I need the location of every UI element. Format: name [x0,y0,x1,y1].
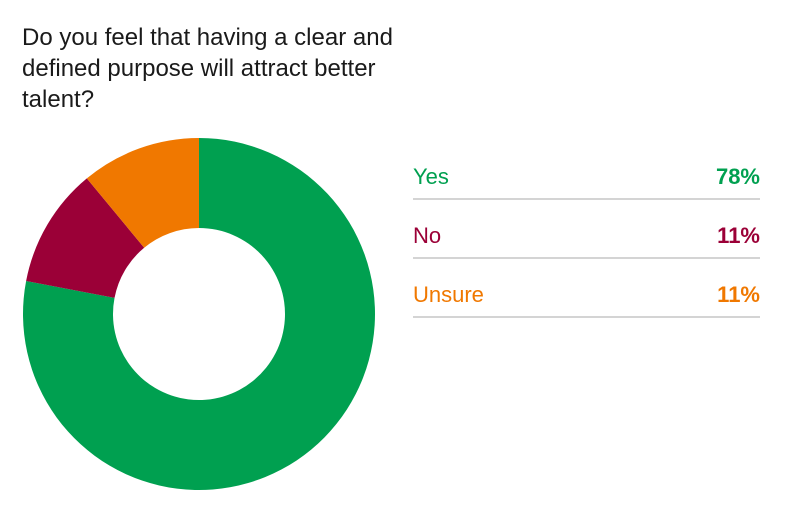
value-label: 11% [717,282,760,307]
slice [23,138,376,490]
legend-label: No [413,223,441,248]
chart-title: Do you feel that having a clear and defi… [22,24,393,113]
value-label: 11% [717,223,760,248]
slice [26,178,145,298]
slice [86,138,199,248]
legend-label: Yes [413,164,449,189]
legend-label: Unsure [413,282,484,307]
value-label: 78% [716,164,760,189]
